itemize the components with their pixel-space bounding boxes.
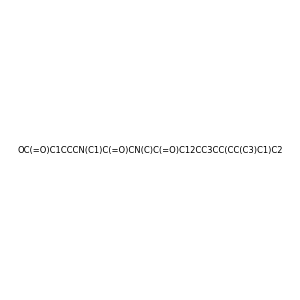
Text: OC(=O)C1CCCN(C1)C(=O)CN(C)C(=O)C12CC3CC(CC(C3)C1)C2: OC(=O)C1CCCN(C1)C(=O)CN(C)C(=O)C12CC3CC(… — [17, 146, 283, 154]
